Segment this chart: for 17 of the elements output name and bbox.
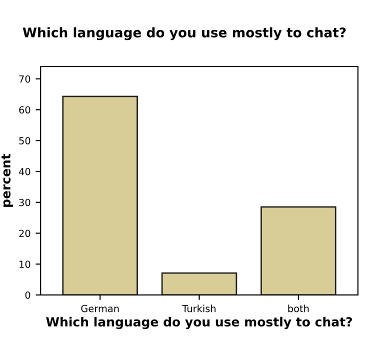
x-tick-label: Turkish bbox=[182, 304, 216, 312]
y-tick-label: 0 bbox=[25, 291, 30, 299]
x-tick-label: German bbox=[81, 304, 119, 312]
bar bbox=[260, 206, 336, 295]
y-tick-label: 10 bbox=[20, 260, 30, 268]
y-tick-label: 70 bbox=[19, 75, 30, 83]
y-axis-title: percent bbox=[2, 154, 13, 207]
y-tick-label: 50 bbox=[19, 137, 30, 144]
y-tick-label: 30 bbox=[19, 198, 30, 206]
chart-title: Which language do you use mostly to chat? bbox=[22, 27, 346, 40]
y-tick-label: 40 bbox=[18, 168, 30, 176]
x-tick-label: both bbox=[288, 304, 309, 312]
bar bbox=[62, 96, 138, 295]
bar bbox=[161, 272, 238, 295]
x-axis-title: Which language do you use mostly to chat? bbox=[46, 316, 352, 330]
y-tick-label: 20 bbox=[19, 230, 30, 238]
y-tick-label: 60 bbox=[19, 106, 30, 114]
